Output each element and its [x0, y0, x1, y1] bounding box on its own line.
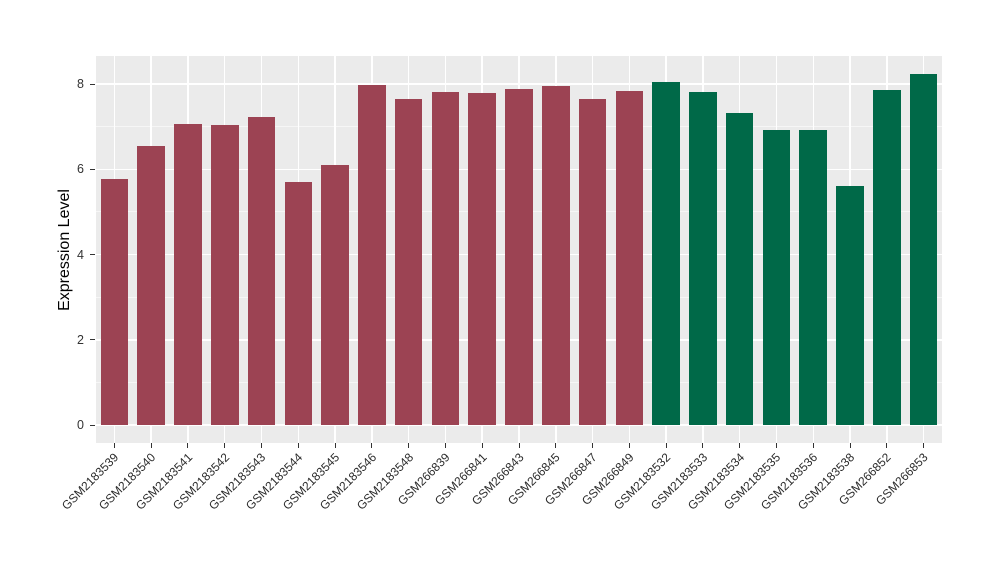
y-tick-mark	[90, 83, 95, 85]
y-tick-mark	[90, 339, 95, 341]
x-tick-mark	[812, 443, 814, 448]
x-tick-mark	[297, 443, 299, 448]
bar	[689, 92, 717, 426]
bar	[652, 82, 680, 426]
x-tick-mark	[113, 443, 115, 448]
x-tick-mark	[150, 443, 152, 448]
x-tick-mark	[187, 443, 189, 448]
bar	[468, 93, 496, 426]
bar	[541, 86, 570, 426]
x-tick-mark	[224, 443, 226, 448]
x-tick-mark	[555, 443, 557, 448]
bar	[615, 91, 644, 426]
bar	[909, 73, 938, 426]
bar	[358, 85, 386, 426]
bar	[505, 89, 533, 426]
y-tick-label: 2	[77, 332, 84, 347]
bar	[174, 123, 202, 426]
y-tick-mark	[90, 424, 95, 426]
bar	[247, 117, 276, 426]
y-tick-mark	[90, 254, 95, 256]
bar	[321, 165, 349, 426]
bar	[137, 145, 165, 426]
bar	[836, 186, 864, 426]
bar	[873, 89, 901, 426]
plot-panel	[96, 56, 942, 443]
bar	[431, 92, 460, 426]
y-tick-label: 8	[77, 77, 84, 92]
x-tick-mark	[775, 443, 777, 448]
x-tick-mark	[665, 443, 667, 448]
bar	[210, 124, 239, 426]
y-tick-mark	[90, 168, 95, 170]
x-tick-mark	[444, 443, 446, 448]
bar	[284, 182, 313, 426]
x-tick-mark	[481, 443, 483, 448]
bar	[799, 130, 828, 426]
bar	[394, 99, 423, 426]
x-tick-mark	[408, 443, 410, 448]
x-tick-mark	[849, 443, 851, 448]
x-tick-mark	[371, 443, 373, 448]
x-tick-mark	[923, 443, 925, 448]
x-tick-mark	[518, 443, 520, 448]
bar	[100, 179, 129, 426]
x-tick-mark	[628, 443, 630, 448]
x-tick-mark	[261, 443, 263, 448]
x-tick-mark	[592, 443, 594, 448]
y-tick-label: 6	[77, 162, 84, 177]
bar	[725, 112, 754, 426]
x-tick-mark	[702, 443, 704, 448]
y-tick-label: 4	[77, 247, 84, 262]
x-tick-mark	[886, 443, 888, 448]
x-tick-mark	[334, 443, 336, 448]
bar	[762, 130, 791, 426]
y-tick-label: 0	[77, 418, 84, 433]
x-tick-mark	[739, 443, 741, 448]
bar	[578, 99, 607, 426]
